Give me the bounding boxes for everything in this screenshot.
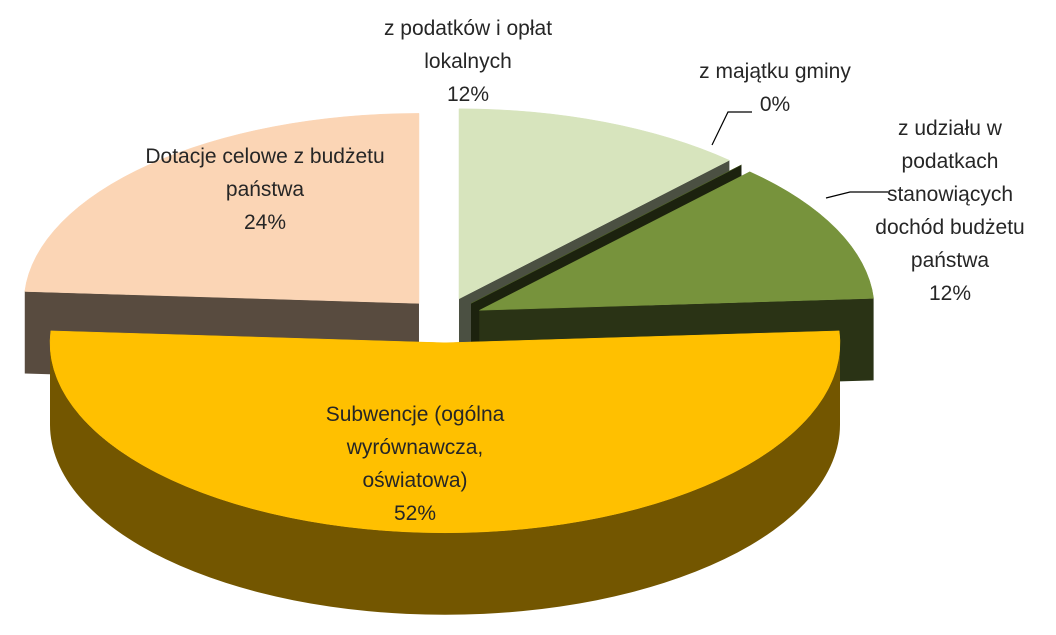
slice-side: [50, 342, 840, 615]
data-label: z podatków i opłat lokalnych 12%: [358, 12, 578, 111]
value-label: 12%: [446, 83, 490, 106]
data-label: Subwencje (ogólna wyrównawcza, oświatowa…: [305, 398, 525, 530]
leader-line: [825, 191, 888, 199]
category-label: z podatków i opłat lokalnych: [383, 17, 553, 73]
value-label: 12%: [928, 282, 972, 305]
slice: [479, 171, 874, 311]
data-label: z majątku gminy 0%: [670, 55, 880, 121]
category-label: Subwencje (ogólna wyrównawcza, oświatowa…: [325, 403, 505, 492]
value-label: 24%: [243, 211, 287, 234]
data-label: z udziału w podatkach stanowiących dochó…: [870, 112, 1030, 310]
slice: [24, 113, 420, 304]
category-label: z majątku gminy: [699, 60, 851, 83]
value-label: 52%: [393, 502, 437, 525]
category-label: Dotacje celowe z budżetu państwa: [145, 145, 385, 201]
slice: [49, 330, 841, 534]
leader-line: [711, 111, 752, 146]
category-label: z udziału w podatkach stanowiących dochó…: [875, 117, 1025, 272]
slice: [458, 108, 730, 300]
value-label: 0%: [759, 93, 791, 116]
data-label: Dotacje celowe z budżetu państwa 24%: [145, 140, 385, 239]
